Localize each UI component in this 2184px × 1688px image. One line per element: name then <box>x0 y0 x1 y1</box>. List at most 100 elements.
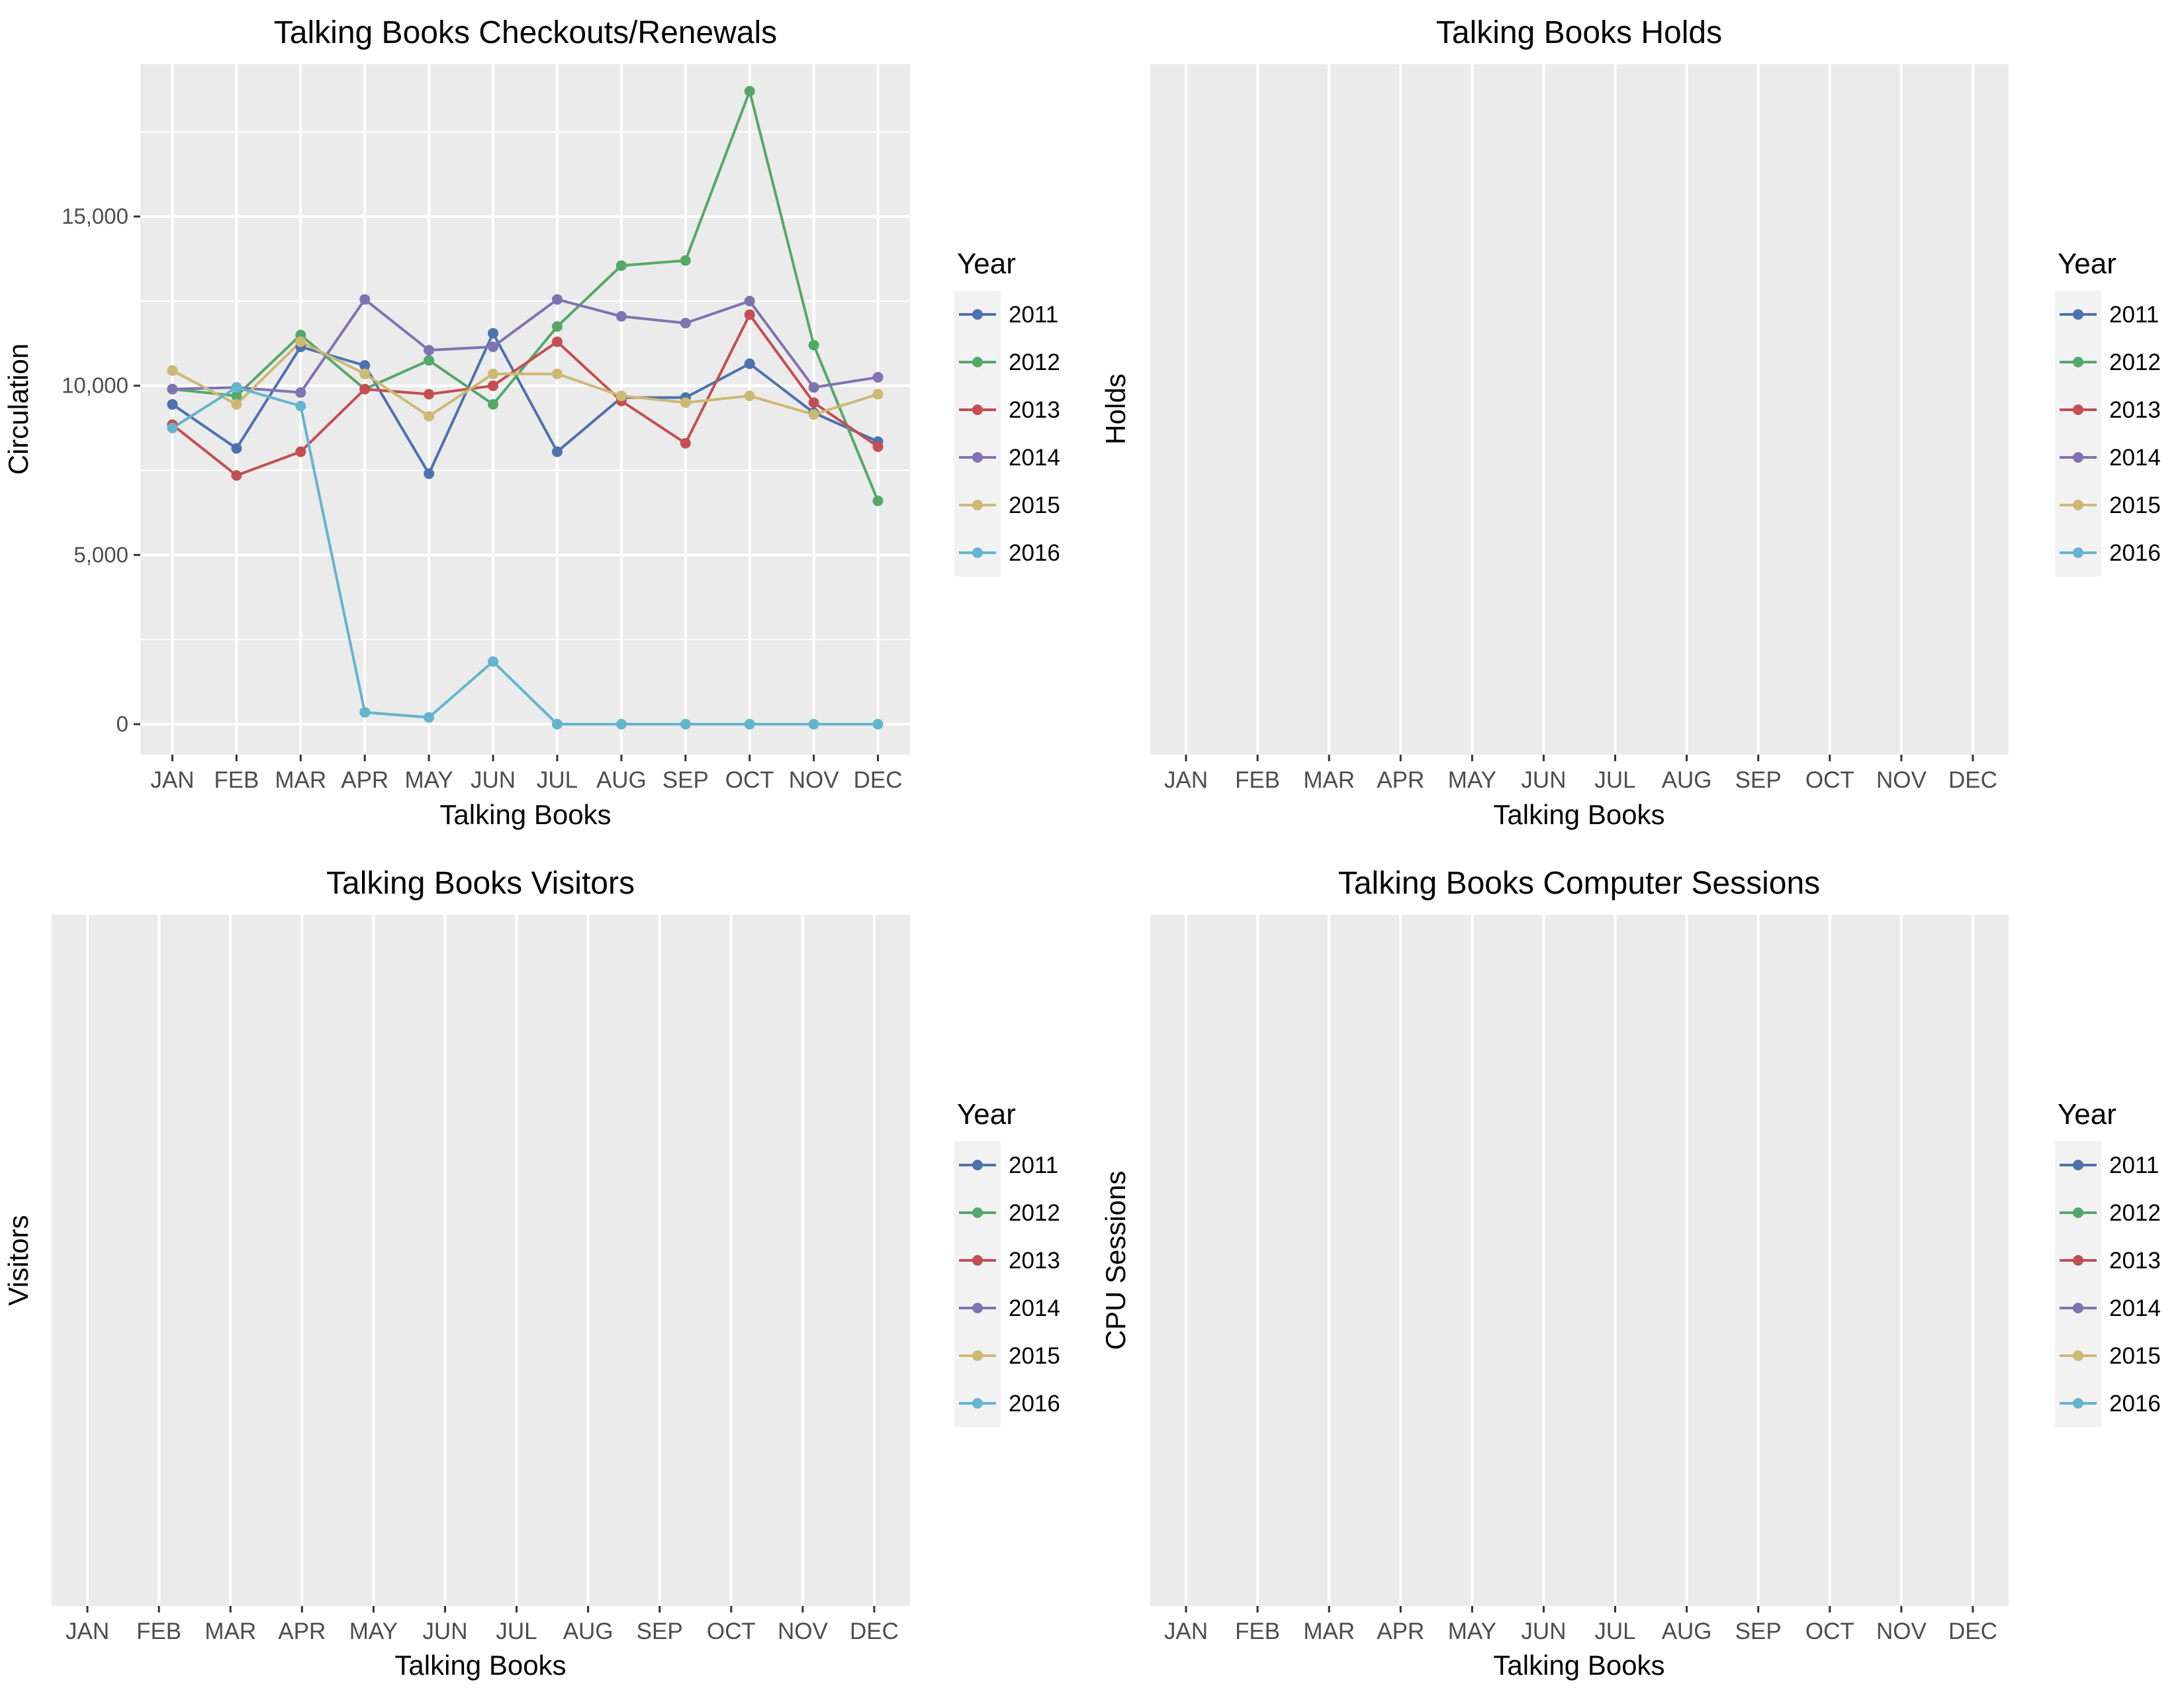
legend-label-2012: 2012 <box>1009 350 1060 375</box>
chart-panel-4: JAN FEB MAR APR MAY JUN JUL AUG SEP OCT NOV DEC Talk… <box>1100 866 2161 1681</box>
y-tick-label: 10,000 <box>62 373 128 398</box>
legend-label-2013: 2013 <box>1009 1248 1060 1274</box>
data-point-2015-JAN <box>167 365 178 376</box>
x-tick-label: JUL <box>496 1618 537 1644</box>
legend-key-point-2012 <box>2073 1207 2083 1218</box>
data-point-2016-DEC <box>872 718 884 729</box>
x-tick-label: MAR <box>275 767 326 793</box>
legend-key-point-2012 <box>972 357 983 367</box>
legend-label-2013: 2013 <box>2109 1248 2161 1274</box>
data-point-2013-JUN <box>488 380 499 391</box>
data-point-2015-APR <box>359 368 371 379</box>
data-point-2014-MAY <box>424 345 435 356</box>
data-point-2014-OCT <box>744 295 755 306</box>
data-point-2014-JUL <box>551 294 563 305</box>
data-point-2016-MAR <box>295 400 306 412</box>
data-point-2013-MAR <box>295 446 306 457</box>
x-tick-label: OCT <box>725 767 774 793</box>
data-point-2015-JUN <box>488 368 499 379</box>
legend-key-point-2016 <box>972 1398 983 1409</box>
data-point-2016-MAY <box>424 712 435 723</box>
series-line-2015 <box>171 340 879 418</box>
x-tick-label: FEB <box>136 1618 181 1644</box>
x-tick-label: JAN <box>66 1618 109 1644</box>
data-point-2016-FEB <box>231 382 242 393</box>
data-point-2012-FEB <box>231 391 242 402</box>
data-point-2012-JUN <box>488 399 499 410</box>
data-point-2011-JAN <box>167 399 178 410</box>
chart-title: Talking Books Holds <box>1436 15 1722 50</box>
legend-label-2011: 2011 <box>2109 1152 2159 1178</box>
legend-label-2015: 2015 <box>1009 492 1060 518</box>
x-tick-label: MAY <box>349 1618 398 1644</box>
data-point-2011-JUL <box>551 446 563 457</box>
x-tick-label: JUN <box>471 767 516 793</box>
data-point-2013-JUL <box>551 336 563 348</box>
legend-label-2011: 2011 <box>1009 1152 1058 1178</box>
legend-key-point-2015 <box>2073 1350 2083 1361</box>
x-axis-label: Talking Books <box>439 799 611 830</box>
legend-key-point-2014 <box>972 1303 983 1313</box>
legend-key-point-2016 <box>2073 547 2083 558</box>
chart-title: Talking Books Computer Sessions <box>1338 866 1820 901</box>
x-tick-label: DEC <box>850 1618 899 1644</box>
data-point-2016-OCT <box>744 718 755 729</box>
data-point-2014-SEP <box>680 318 691 329</box>
legend-key-point-2011 <box>2073 309 2083 320</box>
series-line-2016 <box>171 386 878 726</box>
x-tick-label: SEP <box>637 1618 683 1644</box>
plot-background <box>1150 64 2009 755</box>
x-tick-label: DEC <box>854 767 903 793</box>
legend: Year 2011 2012 2013 2014 2015 2016 <box>954 248 1060 577</box>
data-point-2015-FEB <box>231 399 242 410</box>
legend-label-2016: 2016 <box>2109 1391 2161 1417</box>
x-tick-label: AUG <box>1662 1618 1712 1644</box>
legend-key-point-2013 <box>972 1255 983 1266</box>
x-axis-label: Talking Books <box>1493 799 1664 830</box>
legend-key-point-2012 <box>2073 357 2083 367</box>
data-point-2014-JUN <box>488 341 499 352</box>
x-tick-label: JUL <box>1594 1618 1635 1644</box>
x-tick-label: SEP <box>662 767 709 793</box>
data-point-2015-DEC <box>872 389 884 400</box>
data-point-2015-NOV <box>808 409 819 420</box>
data-point-2015-OCT <box>744 391 755 402</box>
data-point-2014-NOV <box>808 382 819 393</box>
legend-key-point-2016 <box>2073 1398 2083 1409</box>
legend-key-point-2013 <box>2073 404 2083 415</box>
x-tick-label: MAR <box>1303 767 1355 793</box>
x-tick-label: MAY <box>1448 1618 1496 1644</box>
x-tick-label: NOV <box>1876 1618 1927 1644</box>
x-tick-label: JUL <box>1594 767 1635 793</box>
data-point-2012-JUL <box>551 321 563 332</box>
x-tick-label: DEC <box>1948 1618 1997 1644</box>
data-point-2015-MAR <box>295 336 306 348</box>
x-tick-label: SEP <box>1735 767 1782 793</box>
y-tick-label: 5,000 <box>73 542 128 567</box>
legend-key-point-2013 <box>2073 1255 2083 1266</box>
chart-title: Talking Books Visitors <box>326 866 635 901</box>
data-point-2015-JUL <box>551 368 563 379</box>
x-tick-label: NOV <box>778 1618 829 1644</box>
data-point-2014-JAN <box>167 383 178 395</box>
series-line-2011 <box>171 332 879 475</box>
legend-label-2011: 2011 <box>2109 302 2159 328</box>
data-point-2015-MAY <box>424 410 435 422</box>
legend-label-2014: 2014 <box>1009 445 1060 471</box>
data-point-2013-SEP <box>680 438 691 449</box>
legend: Year 2011 2012 2013 2014 2015 2016 <box>2055 248 2161 577</box>
legend-label-2016: 2016 <box>2109 540 2161 566</box>
x-tick-label: APR <box>1377 1618 1424 1644</box>
x-tick-label: SEP <box>1735 1618 1782 1644</box>
x-tick-label: APR <box>278 1618 326 1644</box>
x-tick-label: NOV <box>1876 767 1927 793</box>
legend-key-point-2015 <box>2073 500 2083 510</box>
legend-label-2014: 2014 <box>1009 1295 1060 1321</box>
data-point-2011-OCT <box>744 358 755 369</box>
data-point-2016-AUG <box>615 718 627 729</box>
x-tick-label: JAN <box>150 767 194 793</box>
legend-label-2013: 2013 <box>1009 397 1060 423</box>
y-axis-label: Holds <box>1100 373 1131 444</box>
x-tick-label: OCT <box>707 1618 756 1644</box>
series-line-2014 <box>172 298 878 394</box>
